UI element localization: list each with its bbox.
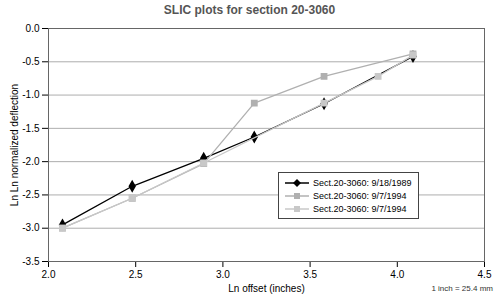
svg-text:4.0: 4.0: [390, 269, 404, 280]
svg-text:0.0: 0.0: [26, 23, 40, 34]
svg-text:4.5: 4.5: [478, 269, 492, 280]
html-text:SLIC plots for section 20-3060: SLIC plots for section 20-3060: [163, 3, 336, 17]
svg-text:-3.0: -3.0: [22, 222, 40, 233]
svg-text:-3.5: -3.5: [22, 256, 40, 267]
svg-text:-0.5: -0.5: [22, 56, 40, 67]
html-text:1 inch = 25.4 mm: 1 inch = 25.4 mm: [431, 284, 493, 293]
svg-text:2.0: 2.0: [42, 269, 56, 280]
svg-text:-2.0: -2.0: [22, 156, 40, 167]
svg-text:Ln offset (inches): Ln offset (inches): [228, 283, 305, 294]
svg-text:-1.5: -1.5: [22, 123, 40, 134]
html-text:Sect.20-3060: 9/7/1994: Sect.20-3060: 9/7/1994: [313, 190, 407, 201]
svg-text:3.5: 3.5: [303, 269, 317, 280]
svg-text:3.0: 3.0: [216, 269, 230, 280]
svg-text:-1.0: -1.0: [22, 89, 40, 100]
svg-text:-2.5: -2.5: [22, 189, 40, 200]
html-text:Sect.20-3060: 9/7/1994: Sect.20-3060: 9/7/1994: [313, 203, 407, 214]
svg-text:2.5: 2.5: [129, 269, 143, 280]
svg-text:Ln Ln normalized deflection: Ln Ln normalized deflection: [9, 84, 20, 206]
html-text:Sect.20-3060: 9/18/1989: Sect.20-3060: 9/18/1989: [313, 177, 412, 188]
